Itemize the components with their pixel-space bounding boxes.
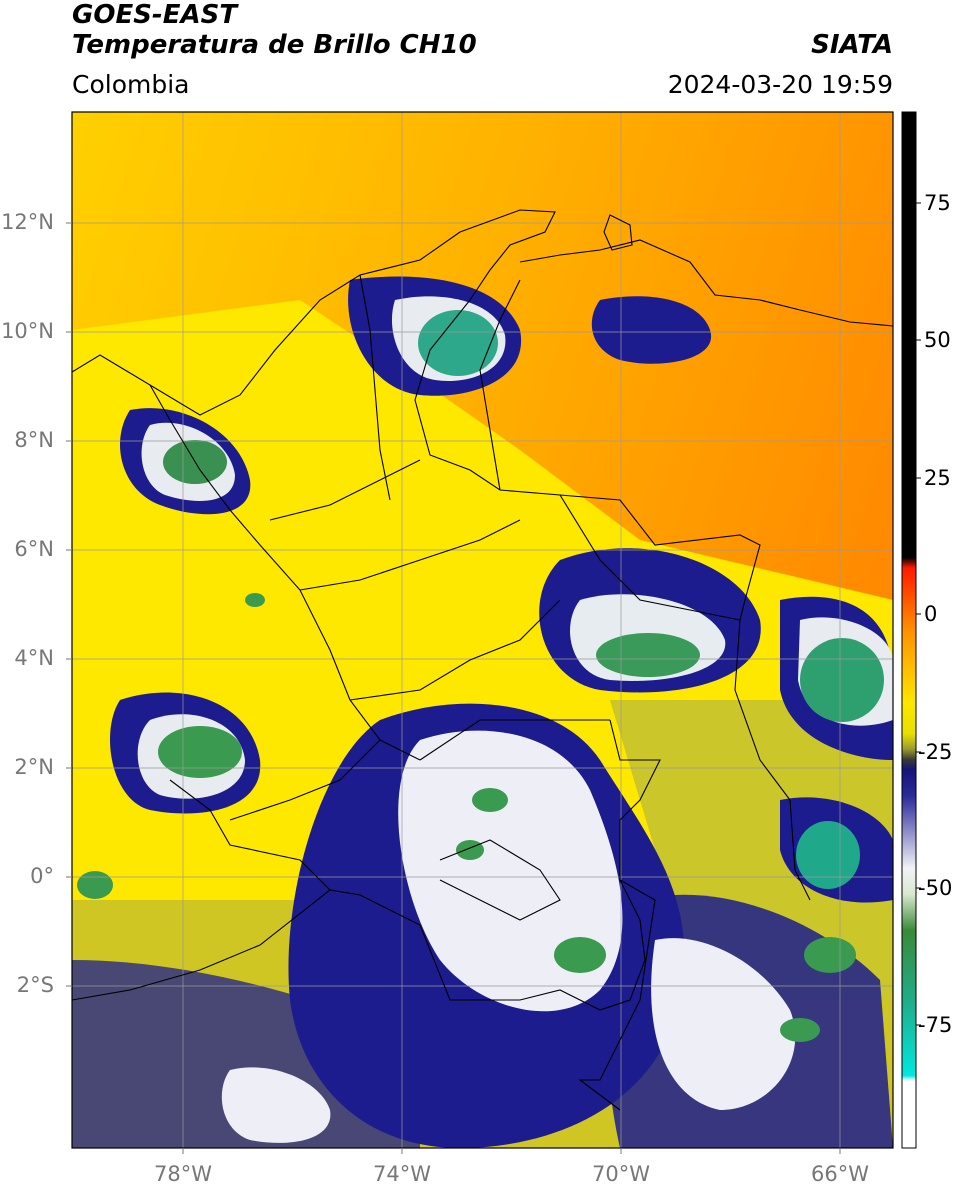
satellite-image [72, 112, 893, 1148]
lat-label-10n: 10°N [1, 319, 54, 343]
colorbar-label-75: 75 [924, 191, 951, 215]
lon-label-78w: 78°W [154, 1162, 212, 1186]
lat-label-6n: 6°N [14, 537, 54, 561]
region-label: Colombia [72, 70, 190, 99]
graticule [72, 112, 893, 1148]
colorbar-label-50: 50 [924, 328, 951, 352]
map-frame [71, 111, 894, 1149]
lat-label-0: 0° [30, 864, 54, 888]
organization-label: SIATA [811, 30, 893, 60]
colorbar-label-0: 0 [924, 602, 938, 626]
lat-label-12n: 12°N [1, 210, 54, 234]
lat-label-8n: 8°N [14, 428, 54, 452]
lon-label-66w: 66°W [811, 1162, 869, 1186]
axis-ticks [66, 222, 841, 1154]
lat-label-2s: 2°S [16, 973, 54, 997]
satellite-title: GOES-EAST [72, 0, 238, 30]
colorbar-label-minus50: -50 [918, 876, 953, 900]
lon-label-70w: 70°W [592, 1162, 650, 1186]
lon-label-74w: 74°W [373, 1162, 431, 1186]
lat-label-4n: 4°N [14, 646, 54, 670]
country-borders [72, 209, 893, 1111]
colorbar-ticks [916, 202, 921, 1026]
colorbar-label-minus25: -25 [918, 740, 953, 764]
lat-label-2n: 2°N [14, 755, 54, 779]
product-title: Temperatura de Brillo CH10 [72, 30, 477, 60]
colorbar-label-25: 25 [924, 466, 951, 490]
colorbar [901, 111, 917, 1149]
colorbar-label-minus75: -75 [918, 1013, 953, 1037]
timestamp-label: 2024-03-20 19:59 [667, 70, 893, 99]
